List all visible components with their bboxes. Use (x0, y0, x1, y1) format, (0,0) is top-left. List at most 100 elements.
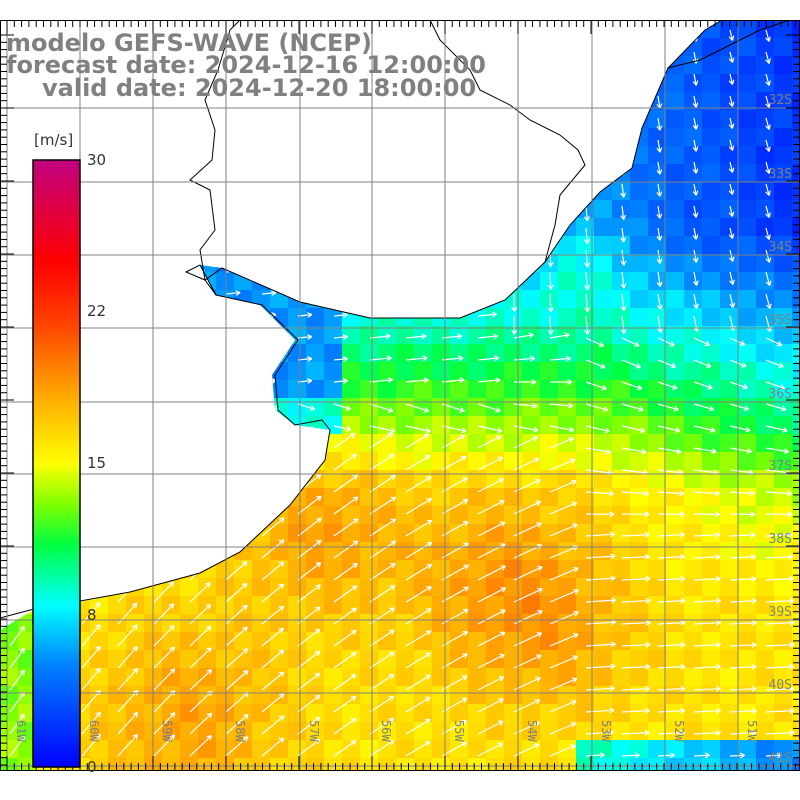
speed-cell (630, 38, 649, 57)
speed-cell (702, 38, 721, 57)
wind-arrow (261, 583, 285, 603)
speed-cell (684, 182, 703, 201)
wind-arrow (9, 202, 25, 208)
wind-arrow (153, 559, 174, 581)
speed-cell (486, 38, 505, 57)
speed-cell (216, 758, 235, 770)
wind-arrow (584, 315, 591, 335)
speed-cell (180, 416, 199, 435)
speed-cell (432, 578, 451, 597)
speed-cell (288, 398, 307, 417)
speed-cell (396, 524, 415, 543)
speed-cell (162, 380, 181, 399)
speed-cell (198, 308, 217, 327)
wind-arrow (261, 378, 277, 384)
speed-cell (756, 74, 775, 93)
speed-cell (162, 578, 181, 597)
speed-cell (792, 308, 800, 327)
wind-arrow (297, 716, 321, 735)
speed-cell (108, 164, 127, 183)
speed-cell (288, 272, 307, 291)
speed-cell (216, 110, 235, 129)
speed-cell (576, 524, 595, 543)
speed-cell (576, 236, 595, 255)
speed-cell (756, 182, 775, 201)
longitude-label: 52W (672, 720, 686, 742)
speed-cell (486, 596, 505, 615)
speed-cell (774, 470, 793, 489)
speed-cell (576, 308, 595, 327)
speed-cell (594, 398, 613, 417)
speed-cell (666, 56, 685, 75)
speed-cell (504, 38, 523, 57)
speed-cell (504, 254, 523, 273)
wind-arrow (547, 73, 554, 89)
speed-cell (468, 704, 487, 723)
speed-cell (396, 254, 415, 273)
speed-cell (234, 326, 253, 345)
speed-cell (630, 398, 649, 417)
speed-cell (288, 434, 307, 453)
speed-cell (306, 686, 325, 705)
speed-cell (756, 632, 775, 651)
speed-cell (468, 740, 487, 759)
speed-cell (198, 578, 217, 597)
speed-cell (270, 362, 289, 381)
speed-cell (738, 506, 757, 525)
wind-arrow (153, 425, 173, 432)
speed-cell (342, 560, 361, 579)
speed-cell (234, 380, 253, 399)
speed-cell (306, 380, 325, 399)
wind-arrow (189, 425, 208, 432)
speed-cell (162, 452, 181, 471)
speed-cell (216, 344, 235, 363)
speed-cell (0, 380, 19, 399)
speed-cell (270, 560, 289, 579)
speed-cell (90, 650, 109, 669)
speed-cell (666, 704, 685, 723)
speed-cell (324, 344, 343, 363)
speed-cell (0, 146, 19, 165)
speed-cell (630, 416, 649, 435)
wind-arrow (297, 517, 322, 537)
speed-cell (324, 722, 343, 741)
speed-cell (180, 398, 199, 417)
speed-cell (234, 146, 253, 165)
speed-cell (468, 344, 487, 363)
speed-cell (738, 452, 757, 471)
speed-cell (504, 236, 523, 255)
speed-cell (432, 218, 451, 237)
speed-cell (180, 524, 199, 543)
wind-arrow (692, 161, 699, 174)
speed-cell (378, 380, 397, 399)
speed-cell (360, 722, 379, 741)
speed-cell (108, 200, 127, 219)
speed-cell (594, 596, 613, 615)
speed-cell (306, 254, 325, 273)
speed-cell (360, 146, 379, 165)
speed-cell (792, 290, 800, 309)
speed-cell (18, 758, 37, 770)
speed-cell (540, 74, 559, 93)
speed-cell (216, 560, 235, 579)
wind-arrow (405, 696, 431, 713)
speed-cell (342, 326, 361, 345)
speed-cell (774, 362, 793, 381)
speed-cell (720, 686, 739, 705)
wind-arrow (765, 381, 786, 390)
wind-arrow (9, 333, 26, 340)
wind-arrow (585, 597, 616, 604)
wind-arrow (9, 490, 28, 515)
wind-arrow (549, 610, 579, 625)
speed-cell (522, 632, 541, 651)
wind-arrow (513, 609, 543, 625)
speed-cell (288, 182, 307, 201)
speed-cell (216, 308, 235, 327)
wind-arrow (477, 403, 501, 413)
speed-cell (216, 452, 235, 471)
speed-cell (0, 740, 19, 759)
speed-cell (522, 362, 541, 381)
speed-cell (576, 398, 595, 417)
speed-cell (630, 434, 649, 453)
speed-cell (252, 632, 271, 651)
